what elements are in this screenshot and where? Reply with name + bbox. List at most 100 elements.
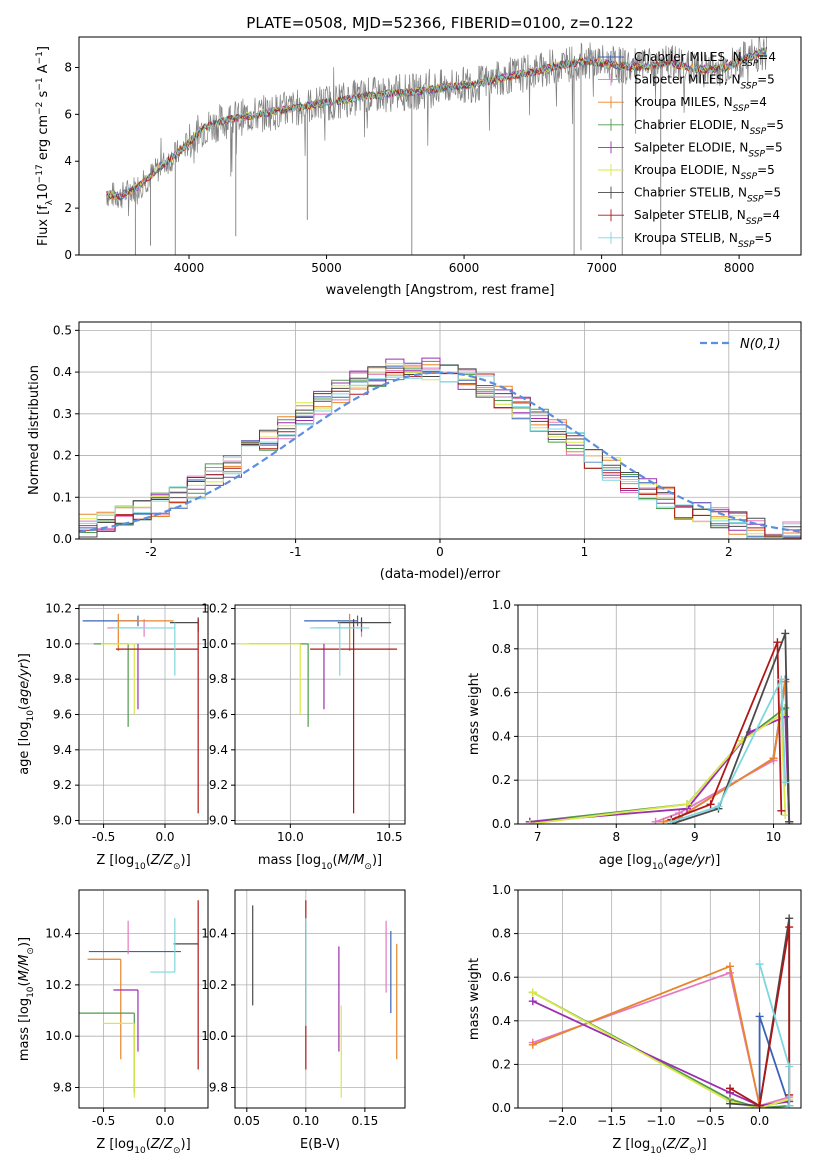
- legend-entry: Salpeter STELIB, NSSP=4: [634, 208, 780, 227]
- x-tick-label: -0.5: [92, 1114, 115, 1128]
- errorbar-point: [240, 643, 301, 715]
- axes-frame: [78, 889, 209, 1109]
- weight-point: [755, 1101, 764, 1108]
- y-tick-label: 10.2: [45, 978, 72, 992]
- legend-entry: Kroupa MILES, NSSP=4: [634, 95, 767, 114]
- weight-point: [528, 997, 537, 1006]
- y-tick-label: 0: [64, 248, 72, 262]
- weight-series-line: [671, 633, 791, 824]
- x-axis-label: mass [log10(M/M⊙)]: [258, 853, 382, 872]
- observed-spectrum: [106, 37, 767, 217]
- y-tick-label: 4: [64, 154, 72, 168]
- y-tick-label: 10.2: [201, 602, 228, 616]
- y-tick-label: 10.0: [45, 1029, 72, 1043]
- x-tick-label: 0.0: [155, 1114, 174, 1128]
- weight-point: [785, 923, 794, 932]
- y-tick-label: 9.8: [53, 1080, 72, 1094]
- weight-point: [785, 1101, 794, 1108]
- y-tick-label: 1.0: [492, 598, 511, 612]
- y-tick-label: 10.2: [201, 978, 228, 992]
- x-tick-label: -2: [145, 545, 157, 559]
- plot-area-weight_vs_age: [525, 629, 794, 824]
- weight-point: [777, 806, 786, 815]
- y-tick-label: 0.0: [492, 817, 511, 831]
- x-tick-label: 0.0: [750, 1114, 769, 1128]
- x-tick-label: 9: [691, 830, 699, 844]
- y-tick-label: 0.8: [492, 927, 511, 941]
- legend-entry: Kroupa STELIB, NSSP=5: [634, 231, 772, 250]
- weight-point: [525, 820, 534, 824]
- weight-point: [785, 914, 794, 923]
- weight-point: [706, 800, 715, 809]
- y-tick-label: 9.0: [209, 813, 228, 827]
- weight-point: [726, 962, 735, 971]
- y-axis-label: mass weight: [467, 958, 482, 1040]
- x-tick-label: 1: [581, 545, 589, 559]
- x-tick-label: 8: [612, 830, 620, 844]
- axes-age_vs_Z: [75, 605, 208, 828]
- y-tick-label: 9.8: [209, 672, 228, 686]
- axes-mass_vs_Z: [75, 890, 208, 1112]
- y-tick-label: 10.0: [45, 637, 72, 651]
- y-tick-label: 0.2: [492, 1057, 511, 1071]
- weight-point: [785, 817, 794, 824]
- x-tick-label: 0.10: [292, 1114, 319, 1128]
- x-tick-label: 7: [534, 830, 542, 844]
- errorbar-point: [103, 1022, 135, 1098]
- weight-point: [781, 629, 790, 638]
- weight-point: [726, 1099, 735, 1108]
- legend-entry: Salpeter ELODIE, NSSP=5: [634, 140, 783, 159]
- x-axis-label: Z [log10(Z/Z⊙)]: [612, 1137, 706, 1156]
- x-tick-label: −1.5: [597, 1114, 626, 1128]
- errorbar-point: [310, 622, 370, 676]
- x-tick-label: 6000: [449, 261, 480, 275]
- errorbar-point: [113, 622, 176, 676]
- axes-weight_vs_age: [514, 604, 801, 828]
- y-tick-label: 0.6: [492, 686, 511, 700]
- y-axis-label: age [log10(age/yr)]: [17, 653, 36, 775]
- page-title: PLATE=0508, MJD=52366, FIBERID=0100, z=0…: [246, 14, 633, 32]
- legend-entry: Kroupa ELODIE, NSSP=5: [634, 163, 775, 182]
- errorbar-point: [101, 643, 135, 715]
- y-tick-label: 10.4: [201, 927, 228, 941]
- residual-histogram: [79, 369, 801, 539]
- x-tick-label: −1.0: [646, 1114, 675, 1128]
- x-tick-label: 10.0: [277, 830, 304, 844]
- weight-series-line: [758, 963, 791, 1106]
- y-axis-label: mass weight: [467, 673, 482, 755]
- axes-frame: [78, 604, 209, 825]
- x-tick-label: −0.5: [696, 1114, 725, 1128]
- y-tick-label: 10.0: [201, 637, 228, 651]
- weight-series-line: [532, 991, 790, 1108]
- x-tick-label: 10.5: [376, 830, 403, 844]
- x-axis-label: wavelength [Angstrom, rest frame]: [326, 283, 555, 298]
- legend-entry: Salpeter MILES, NSSP=5: [634, 73, 775, 92]
- axes-spectrum: [75, 66, 740, 259]
- x-tick-label: -0.5: [92, 830, 115, 844]
- y-tick-label: 0.3: [53, 407, 72, 421]
- y-tick-label: 8: [64, 60, 72, 74]
- axes-frame: [78, 36, 802, 256]
- y-tick-label: 2: [64, 201, 72, 215]
- weight-point: [667, 817, 676, 824]
- weight-series-line: [671, 679, 787, 823]
- axes-weight_vs_Z: [514, 889, 801, 1112]
- y-tick-label: 9.2: [53, 778, 72, 792]
- errorbar-point: [337, 617, 392, 632]
- axes-residuals: [75, 322, 801, 543]
- x-tick-label: 0.15: [352, 1114, 379, 1128]
- plot-area-age_vs_mass: [240, 613, 398, 814]
- model-spectrum: [106, 47, 767, 199]
- x-tick-label: 8000: [724, 261, 755, 275]
- plot-area-mass_vs_Z: [79, 900, 199, 1098]
- plot-area-spectrum: [106, 37, 767, 255]
- y-tick-label: 9.4: [209, 743, 228, 757]
- axes-frame: [234, 889, 406, 1109]
- axes-age_vs_mass: [231, 605, 405, 828]
- y-tick-label: 0.8: [492, 642, 511, 656]
- weight-point: [755, 960, 764, 969]
- y-tick-label: 0.6: [492, 970, 511, 984]
- axes-frame: [517, 604, 802, 825]
- x-axis-label: (data-model)/error: [380, 567, 501, 582]
- axes-mass_vs_ebv: [231, 890, 405, 1112]
